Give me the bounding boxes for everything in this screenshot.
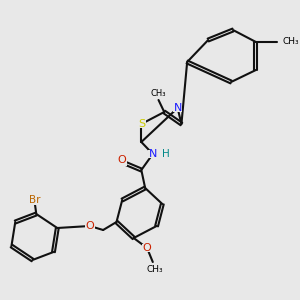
Text: O: O xyxy=(85,221,94,231)
FancyBboxPatch shape xyxy=(142,244,152,252)
Text: S: S xyxy=(138,119,145,129)
Text: O: O xyxy=(118,155,127,165)
Text: N: N xyxy=(173,103,182,113)
Text: CH₃: CH₃ xyxy=(283,38,299,46)
Text: N: N xyxy=(148,149,157,159)
FancyBboxPatch shape xyxy=(148,150,158,158)
Text: O: O xyxy=(143,243,152,253)
FancyBboxPatch shape xyxy=(173,104,182,112)
FancyBboxPatch shape xyxy=(136,120,146,128)
Text: H: H xyxy=(162,149,170,159)
Text: Br: Br xyxy=(28,195,40,205)
FancyBboxPatch shape xyxy=(85,222,94,230)
Text: CH₃: CH₃ xyxy=(151,89,166,98)
FancyBboxPatch shape xyxy=(28,196,41,205)
Text: CH₃: CH₃ xyxy=(146,266,163,274)
FancyBboxPatch shape xyxy=(118,158,127,166)
